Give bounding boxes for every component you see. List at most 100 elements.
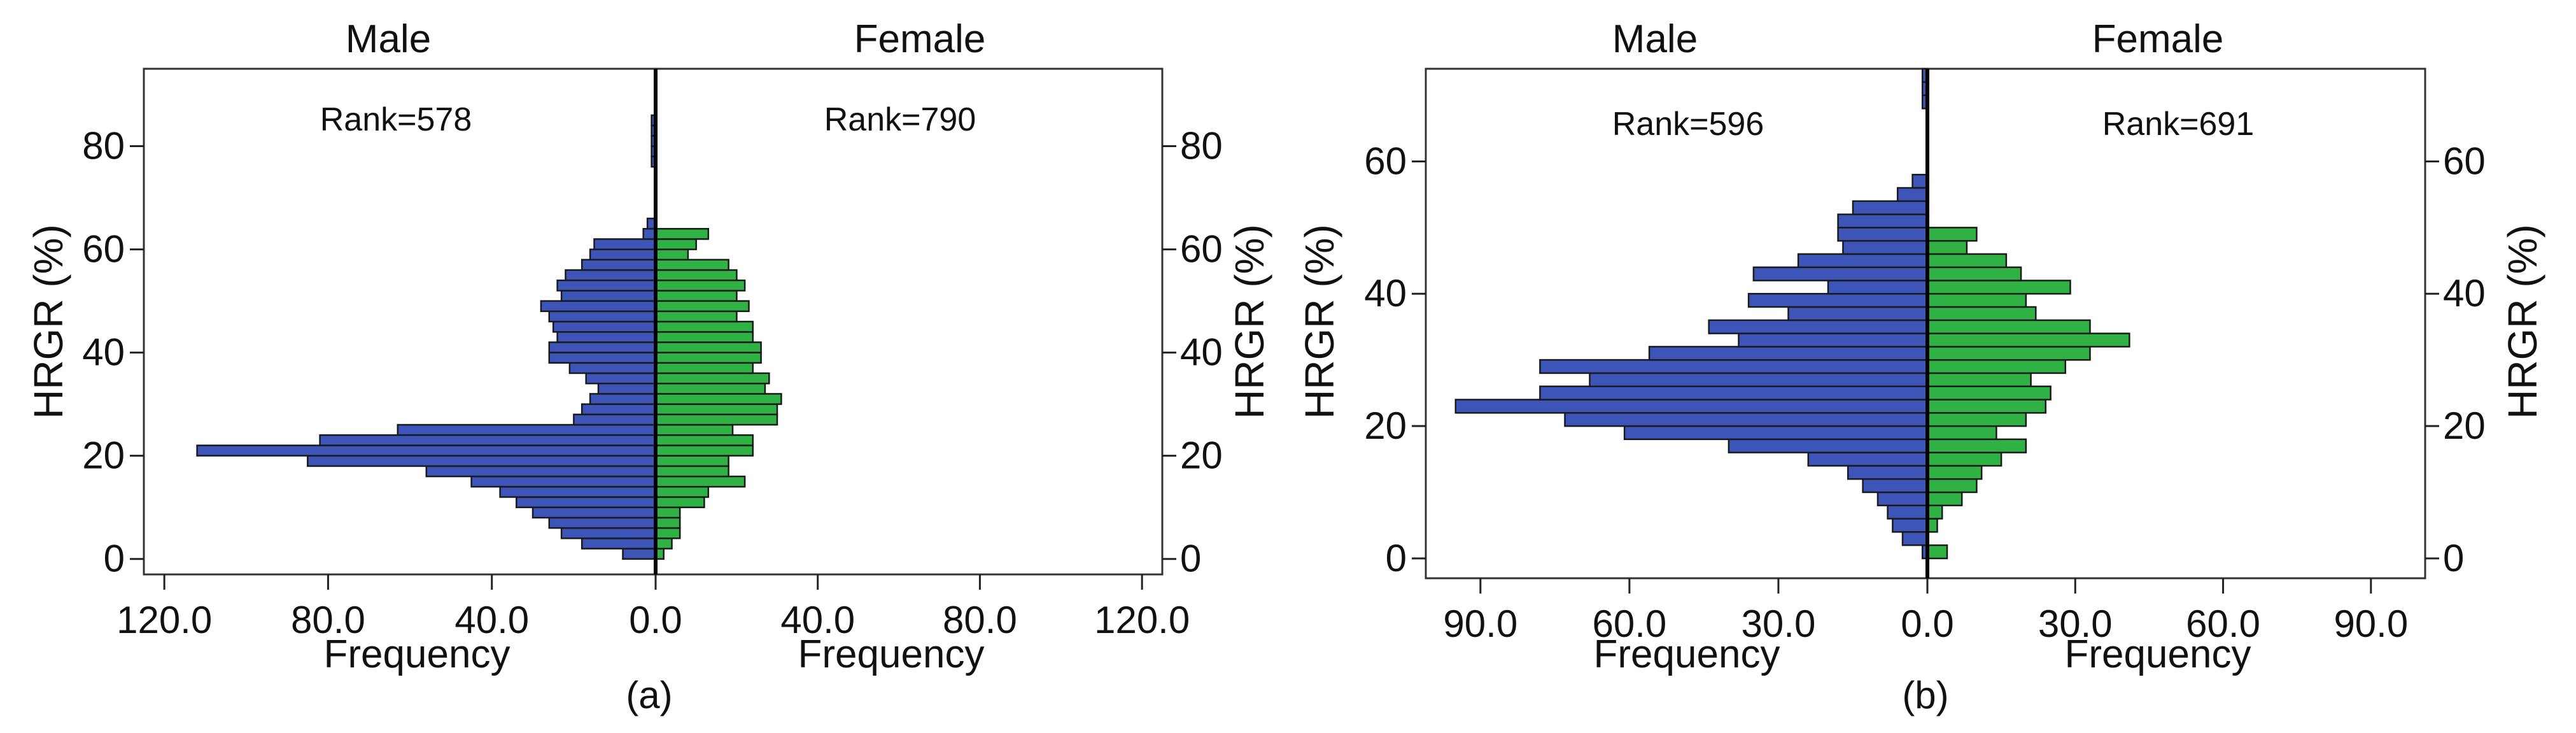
female-bar (1926, 372, 2032, 387)
panel-b: Male Female Rank=596 Rank=691 0 0 20 20 40 40… (1297, 17, 2545, 716)
x-tick-label-male: 80.0 (291, 599, 365, 641)
male-bar (1827, 280, 1929, 295)
female-title: Female (854, 17, 986, 61)
male-bar (573, 413, 657, 426)
male-bar (1752, 266, 1929, 281)
female-bar (654, 423, 734, 436)
x-axis-label-male: Frequency (1594, 632, 1780, 676)
female-bar (654, 393, 782, 405)
female-title: Female (2092, 17, 2224, 61)
female-bar (654, 506, 681, 519)
female-bar (1926, 239, 1968, 255)
male-bar (1901, 531, 1929, 546)
female-bar (1926, 346, 2091, 361)
male-bar (548, 516, 657, 529)
male-bar (1892, 518, 1929, 533)
male-bar (1842, 239, 1929, 255)
y-tick-label-right: 0 (1180, 537, 1201, 580)
male-bar (397, 423, 657, 436)
male-title: Male (346, 17, 431, 61)
female-bar (1926, 280, 2071, 295)
x-tick-label-female: 60.0 (2186, 602, 2260, 645)
male-bar (1887, 504, 1929, 520)
male-bar (548, 341, 657, 353)
x-axis-label-female: Frequency (798, 632, 985, 676)
x-tick-label-female: 40.0 (780, 599, 855, 641)
x-ticks-group: 120.0 80.0 40.0 0.0 40.0 80.0 120.0 (116, 574, 1190, 641)
male-bar (1911, 173, 1929, 189)
x-tick-label-male: 60.0 (1592, 602, 1666, 645)
female-bar (654, 537, 673, 550)
male-bar (307, 455, 657, 467)
male-bar (319, 434, 657, 446)
male-bar (1454, 399, 1929, 414)
y-axis-label-left: HRGR (%) (25, 224, 71, 419)
female-bar (1926, 452, 2002, 467)
female-bar (654, 434, 754, 446)
y-tick-label-left: 60 (82, 228, 125, 271)
male-bar (585, 372, 657, 385)
female-bar (654, 445, 754, 457)
male-bar (1837, 213, 1929, 229)
female-bar (654, 496, 705, 508)
panel-caption: (a) (626, 674, 672, 716)
female-bar (654, 279, 746, 292)
y-tick-label-left: 40 (82, 331, 125, 374)
male-bar (568, 362, 657, 374)
y-tick-label-right: 60 (1180, 228, 1223, 271)
y-tick-label-left: 40 (1364, 272, 1407, 315)
male-bar (516, 496, 657, 508)
female-bar (1926, 465, 1983, 480)
male-bar (1708, 319, 1929, 334)
female-bar (654, 259, 729, 271)
panel-a: Male Female Rank=578 Rank=790 0 0 20 20 40 40… (25, 17, 1272, 716)
male-rank-annotation: Rank=596 (1612, 106, 1764, 143)
male-bar (1728, 438, 1929, 453)
male-bar (1876, 491, 1929, 506)
x-tick-label-male: 40.0 (454, 599, 529, 641)
female-bar (654, 248, 689, 261)
male-bar (1837, 227, 1929, 242)
male-bar (1847, 465, 1929, 480)
male-bar (589, 393, 657, 405)
y-axis-label-left: HRGR (%) (1297, 224, 1342, 419)
male-bar (425, 465, 657, 478)
male-bar (581, 259, 657, 271)
x-tick-label-male: 0.0 (629, 599, 682, 641)
male-bar (593, 238, 657, 250)
female-rank-annotation: Rank=691 (2102, 106, 2255, 143)
male-bar (1623, 425, 1929, 441)
female-bar (654, 290, 738, 302)
female-bar (1926, 504, 1943, 520)
y-tick-label-right: 0 (2443, 537, 2464, 580)
male-bar (581, 403, 657, 416)
female-bar (654, 331, 754, 343)
x-tick-label-female: 90.0 (2333, 602, 2408, 645)
male-bar (1807, 452, 1929, 467)
female-bar (1926, 292, 2027, 308)
female-rank-annotation: Rank=790 (824, 101, 976, 138)
y-tick-label-left: 20 (1364, 404, 1407, 447)
male-bar (1787, 306, 1929, 322)
female-bar (1926, 385, 2052, 401)
male-bar (622, 548, 657, 560)
male-bar (589, 248, 657, 261)
male-bar (548, 352, 657, 364)
female-bar (1926, 332, 2130, 348)
y-tick-label-right: 20 (2443, 404, 2486, 447)
male-bar (1539, 359, 1929, 374)
x-axis-label-female: Frequency (2065, 632, 2251, 676)
female-bar (1926, 359, 2067, 374)
male-bar (1852, 200, 1929, 215)
female-bar (654, 320, 754, 333)
male-bar (1896, 187, 1929, 203)
female-bar (654, 300, 750, 313)
female-bar (654, 475, 746, 488)
female-bar (1926, 253, 2008, 268)
male-bar (499, 486, 657, 498)
bars-group (196, 114, 782, 560)
y-tick-label-right: 80 (1180, 125, 1223, 167)
x-tick-label-male: 120.0 (116, 599, 212, 641)
female-bar (1926, 544, 1948, 560)
